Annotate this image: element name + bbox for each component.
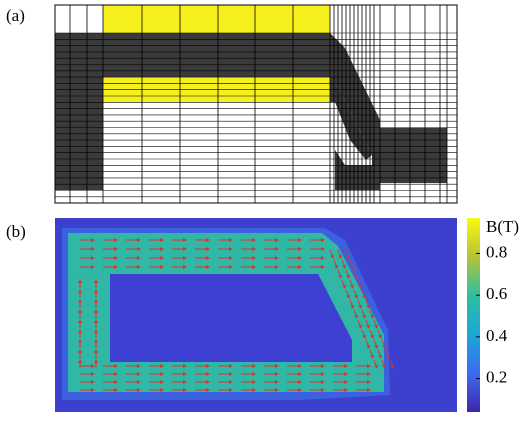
field-map xyxy=(55,218,457,412)
field-arrow xyxy=(389,359,394,369)
field-arrow xyxy=(337,249,342,259)
colorbar-tick-label: 0.6 xyxy=(486,284,507,303)
field-arrow xyxy=(329,249,334,259)
field-arrow xyxy=(385,349,390,359)
field-arrow xyxy=(365,339,370,349)
field-arrow xyxy=(361,329,366,339)
field-arrow xyxy=(373,339,378,349)
field-arrow xyxy=(349,259,354,269)
field-arrow xyxy=(369,329,374,339)
field-arrow xyxy=(349,279,354,289)
field-arrow xyxy=(361,309,366,319)
field-arrow xyxy=(345,289,350,299)
field-arrow xyxy=(341,259,346,269)
field-arrow xyxy=(353,269,358,279)
field-arrow xyxy=(353,309,358,319)
field-arrow xyxy=(357,299,362,309)
field-arrow xyxy=(369,309,374,319)
field-arrow xyxy=(349,299,354,309)
field-arrow xyxy=(357,319,362,329)
mesh xyxy=(54,4,458,204)
panel-label: (b) xyxy=(6,222,26,241)
field-arrow xyxy=(361,289,366,299)
field-arrow xyxy=(365,319,370,329)
colorbar-label: B(T) xyxy=(486,217,519,236)
panel-label: (a) xyxy=(6,6,25,25)
colorbar: B(T) xyxy=(467,217,519,412)
field-arrow xyxy=(365,299,370,309)
field-arrow xyxy=(369,349,374,359)
field-arrow xyxy=(337,269,342,279)
field-arrow xyxy=(381,339,386,349)
field-arrow xyxy=(373,359,378,369)
field-arrow xyxy=(357,279,362,289)
colorbar-tick-label: 0.4 xyxy=(486,326,508,345)
colorbar-tick-label: 0.8 xyxy=(486,242,507,261)
field-arrow xyxy=(373,319,378,329)
field-arrow xyxy=(345,249,350,259)
colorbar-tick-label: 0.2 xyxy=(486,368,507,387)
field-arrow xyxy=(341,279,346,289)
field-arrow xyxy=(377,329,382,339)
field-arrow xyxy=(353,289,358,299)
field-arrow xyxy=(377,349,382,359)
field-arrow xyxy=(345,269,350,279)
field-arrow xyxy=(333,259,338,269)
field-arrow xyxy=(381,359,386,369)
